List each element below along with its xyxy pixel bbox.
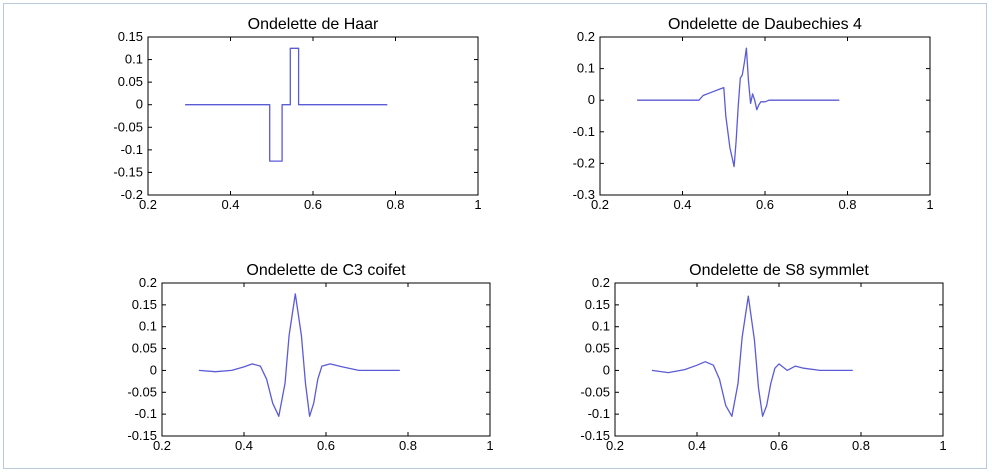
y-tick-label: 0.1 [577,61,595,76]
y-tick-label: 0.15 [585,297,610,312]
y-tick-label: 0.2 [592,275,610,290]
x-tick-label: 0.2 [139,197,157,212]
plot-area [614,282,944,437]
plot-area [161,282,491,437]
x-tick-label: 0.2 [606,438,624,453]
y-tick-label: -0.15 [113,164,143,179]
x-tick-label: 0.4 [221,197,239,212]
x-tick-label: 0.8 [386,197,404,212]
y-tick-label: 0.05 [132,341,157,356]
y-tick-label: 0.2 [577,29,595,44]
chart-panel-1: Ondelette de Haar 0.2 0.4 0.6 0.8 1 -0.2 -0.15 -… [113,16,481,212]
x-tick-label: 1 [474,197,481,212]
x-tick-label: 1 [926,197,933,212]
x-tick-label: 0.4 [673,197,691,212]
chart-title: Ondelette de Daubechies 4 [668,16,862,33]
y-tick-label: -0.15 [127,428,157,443]
y-tick-label: -0.15 [580,428,610,443]
y-tick-label: -0.05 [580,384,610,399]
x-tick-label: 0.6 [770,438,788,453]
y-tick-label: 0.15 [132,297,157,312]
chart-panel-4: Ondelette de S8 symmlet 0.2 0.4 0.6 0.8 1 -0.1… [580,262,946,453]
x-tick-label: 0.8 [399,438,417,453]
y-tick-label: 0 [150,362,157,377]
x-tick-label: 1 [486,438,493,453]
chart-panel-2: Ondelette de Daubechies 4 0.2 0.4 0.6 0.8 1 -0… [573,16,934,212]
y-tick-label: -0.1 [121,142,143,157]
x-tick-label: 1 [939,438,946,453]
y-tick-label: 0.1 [592,319,610,334]
y-tick-label: 0.1 [139,319,157,334]
y-tick-label: -0.05 [113,119,143,134]
y-tick-label: 0.2 [139,275,157,290]
x-tick-label: 0.6 [756,197,774,212]
y-tick-label: -0.1 [573,124,595,139]
series-line [651,295,853,417]
x-tick-label: 0.8 [838,197,856,212]
plot-area [599,36,931,196]
y-tick-label: 0.15 [118,29,143,44]
chart-title: Ondelette de S8 symmlet [689,262,869,279]
y-tick-label: -0.2 [573,155,595,170]
chart-title: Ondelette de Haar [248,16,379,33]
series-line [198,293,400,417]
x-tick-label: 0.4 [688,438,706,453]
y-tick-label: -0.2 [121,187,143,202]
x-tick-label: 0.2 [591,197,609,212]
y-tick-label: 0 [136,97,143,112]
series-line [637,47,840,168]
x-tick-label: 0.2 [153,438,171,453]
y-tick-label: -0.1 [135,406,157,421]
y-tick-label: -0.1 [588,406,610,421]
x-tick-label: 0.6 [304,197,322,212]
y-tick-label: -0.3 [573,187,595,202]
x-tick-label: 0.6 [317,438,335,453]
series-line [185,47,388,162]
x-tick-label: 0.4 [235,438,253,453]
chart-panel-3: Ondelette de C3 coifet 0.2 0.4 0.6 0.8 1 -0.15… [127,262,493,453]
y-tick-label: 0 [603,362,610,377]
y-tick-label: 0.05 [118,74,143,89]
y-tick-label: -0.05 [127,384,157,399]
y-tick-label: 0 [588,92,595,107]
plot-area [147,36,479,196]
chart-title: Ondelette de C3 coifet [246,262,406,279]
x-tick-label: 0.8 [852,438,870,453]
y-tick-label: 0.05 [585,341,610,356]
y-tick-label: 0.1 [125,52,143,67]
